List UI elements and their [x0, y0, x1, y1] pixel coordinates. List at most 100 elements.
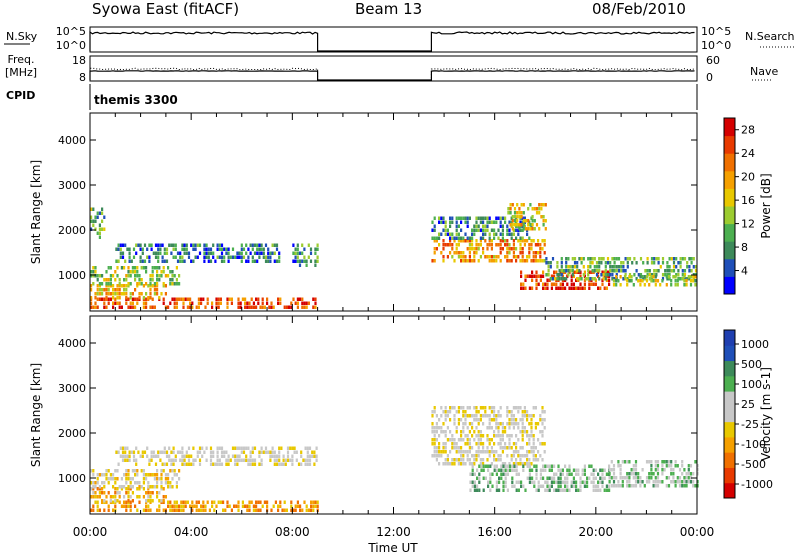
echo-cell [431, 228, 434, 232]
echo-cell [530, 426, 533, 430]
echo-cell [244, 305, 247, 309]
echo-cell [185, 247, 188, 251]
echo-cell [694, 269, 698, 273]
echo-cell [500, 476, 503, 480]
echo-cell [582, 257, 585, 261]
echo-cell [238, 446, 241, 450]
echo-cell [624, 257, 627, 261]
echo-cell [528, 468, 531, 472]
echo-cell [504, 255, 507, 259]
echo-cell [125, 284, 128, 288]
echo-cell [645, 279, 649, 283]
echo-cell [125, 487, 128, 491]
echo-cell [683, 273, 687, 277]
echo-cell [479, 228, 482, 232]
echo-cell [141, 251, 144, 255]
echo-cell [147, 485, 150, 489]
echo-cell [153, 266, 156, 270]
echo-cell [267, 251, 270, 255]
echo-cell [179, 255, 182, 259]
echo-cell [518, 211, 521, 215]
echo-cell [532, 406, 535, 410]
echo-cell [273, 458, 276, 462]
echo-cell [132, 255, 136, 259]
echo-cell [685, 279, 688, 283]
echo-cell [120, 292, 123, 296]
echo-cell [444, 418, 447, 422]
echo-cell [464, 232, 467, 236]
echo-cell [568, 488, 571, 492]
echo-cell [161, 450, 164, 454]
echo-cell [561, 286, 564, 290]
echo-cell [479, 418, 482, 422]
echo-cell [654, 460, 657, 464]
echo-cell [484, 232, 487, 236]
echo-cell [143, 259, 147, 263]
echo-cell [112, 485, 115, 489]
echo-cell [98, 282, 101, 286]
echo-cell [539, 274, 542, 278]
echo-cell [559, 480, 562, 484]
echo-cell [451, 462, 454, 466]
echo-cell [539, 247, 542, 251]
echo-cell [120, 284, 123, 288]
echo-cell [164, 481, 167, 485]
echo-cell [499, 224, 502, 228]
echo-cell [209, 450, 213, 454]
echo-cell [141, 259, 144, 263]
echo-cell [296, 251, 299, 255]
echo-cell [565, 261, 568, 265]
echo-cell [479, 220, 482, 224]
echo-cell [557, 480, 560, 484]
echo-cell [278, 446, 281, 450]
echo-cell [508, 251, 511, 255]
echo-cell [508, 442, 511, 446]
echo-cell [251, 462, 254, 466]
echo-cell [468, 406, 471, 410]
freq-left-tick-top: 18 [72, 54, 86, 67]
echo-cell [433, 450, 436, 454]
echo-cell [493, 418, 496, 422]
echo-cell [156, 278, 159, 282]
echo-cell [316, 500, 319, 504]
echo-cell [542, 468, 545, 472]
echo-cell [460, 220, 463, 224]
echo-cell [493, 464, 496, 468]
echo-cell [90, 495, 93, 499]
echo-cell [160, 487, 163, 491]
echo-cell [245, 446, 248, 450]
echo-cell [676, 480, 679, 484]
echo-cell [519, 243, 522, 247]
echo-cell [172, 255, 175, 259]
echo-cell [540, 203, 543, 207]
echo-cell [242, 458, 246, 462]
echo-cell [135, 458, 138, 462]
echo-cell [112, 292, 115, 296]
power-colorbar-tick-label: 8 [741, 241, 748, 254]
echo-cell [253, 458, 257, 462]
echo-cell [464, 259, 467, 263]
echo-cell [262, 450, 265, 454]
echo-cell [510, 247, 513, 251]
echo-cell [240, 458, 243, 462]
echo-cell [182, 301, 185, 305]
echo-cell [136, 481, 139, 485]
echo-cell [114, 487, 117, 491]
echo-cell [163, 446, 166, 450]
echo-cell [612, 476, 616, 480]
power-colorbar-band [724, 135, 735, 154]
echo-cell [209, 259, 213, 263]
echo-cell [572, 282, 575, 286]
echo-cell [498, 476, 501, 480]
echo-cell [685, 480, 688, 484]
echo-cell [134, 305, 137, 309]
echo-cell [567, 273, 570, 277]
echo-cell [517, 454, 520, 458]
echo-cell [479, 438, 482, 442]
echo-cell [123, 278, 126, 282]
echo-cell [537, 274, 540, 278]
echo-cell [601, 282, 604, 286]
echo-cell [499, 216, 502, 220]
echo-cell [626, 261, 629, 265]
echo-cell [285, 305, 288, 309]
